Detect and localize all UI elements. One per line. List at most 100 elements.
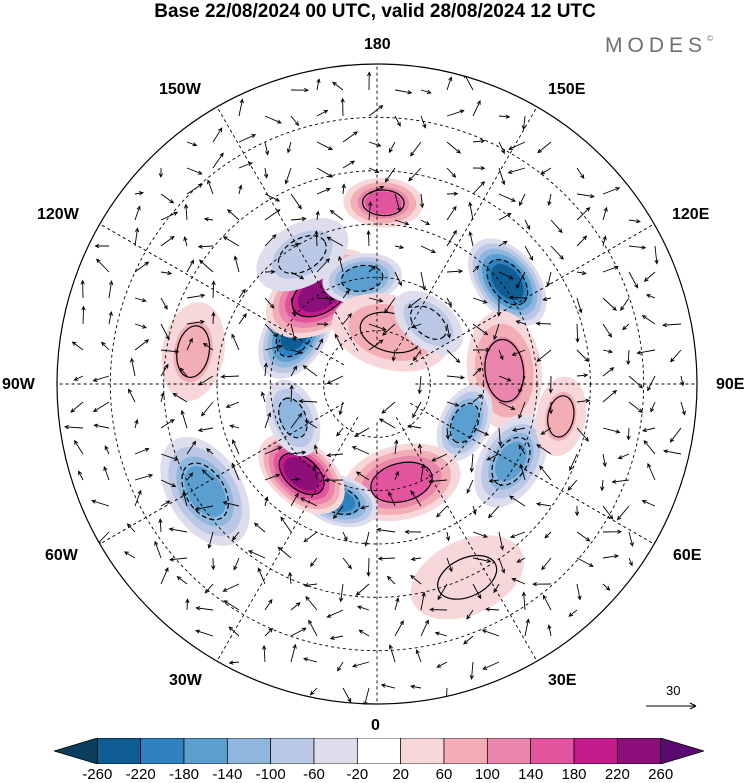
wind-arrow xyxy=(290,323,297,342)
anomaly-center xyxy=(161,302,225,402)
wind-arrow xyxy=(380,683,396,689)
wind-arrow xyxy=(227,209,240,221)
wind-arrow xyxy=(487,505,500,519)
wind-arrow xyxy=(323,478,344,483)
wind-arrow xyxy=(628,531,634,547)
wind-arrow xyxy=(342,289,350,299)
wind-arrow xyxy=(420,115,427,129)
anomaly-center xyxy=(467,238,547,326)
wind-arrow xyxy=(472,138,486,144)
wind-arrow xyxy=(628,557,633,567)
wind-arrow xyxy=(168,527,188,533)
colorbar-swatch xyxy=(660,738,704,764)
colorbar-tick-label: 220 xyxy=(604,766,630,783)
wind-arrow xyxy=(498,212,512,221)
wind-arrow xyxy=(195,629,214,637)
wind-arrow xyxy=(420,591,426,611)
wind-arrow xyxy=(333,505,344,520)
wind-arrow xyxy=(197,427,214,433)
wind-arrow xyxy=(326,236,344,247)
wind-arrow xyxy=(516,271,526,289)
wind-arrow xyxy=(160,391,165,403)
wind-arrow xyxy=(602,297,617,311)
wind-arrow xyxy=(108,280,114,299)
wind-arrow xyxy=(198,375,214,386)
wind-arrow xyxy=(316,322,329,327)
wind-arrow xyxy=(134,418,139,429)
lon-label-60e: 60E xyxy=(673,547,702,564)
wind-arrow xyxy=(542,594,552,611)
wind-arrow xyxy=(446,191,459,196)
wind-arrow xyxy=(123,551,136,559)
wind-arrow xyxy=(446,323,452,339)
wind-arrow xyxy=(384,297,396,314)
wind-arrow xyxy=(472,99,481,117)
anomaly-center xyxy=(436,385,493,461)
wind-arrow xyxy=(498,271,514,280)
wind-arrow xyxy=(368,339,384,351)
wind-arrow xyxy=(404,529,422,535)
wind-arrow xyxy=(669,427,682,443)
wind-arrow xyxy=(290,412,303,429)
wind-arrow xyxy=(472,427,490,436)
lon-label-90w: 90W xyxy=(2,376,35,393)
wind-arrow xyxy=(231,462,240,481)
wind-arrow xyxy=(264,115,282,124)
wind-arrow xyxy=(521,115,527,131)
wind-arrow xyxy=(160,235,175,247)
wind-arrow xyxy=(360,505,370,510)
wind-arrow xyxy=(186,440,197,455)
wind-arrow xyxy=(73,375,84,381)
wind-arrow xyxy=(160,349,180,354)
colorbar-swatch xyxy=(443,738,488,764)
wind-arrow xyxy=(511,427,526,432)
wind-arrow xyxy=(366,557,371,577)
wind-arrow xyxy=(290,602,301,611)
wind-arrow xyxy=(378,418,396,429)
wind-arrow xyxy=(312,464,318,481)
wind-arrow xyxy=(410,490,422,507)
brand-text: MODES xyxy=(605,34,708,57)
anomaly-field xyxy=(160,177,587,620)
lon-label-30e: 30E xyxy=(548,672,577,689)
wind-arrow xyxy=(617,453,630,460)
wind-arrow xyxy=(108,310,113,325)
colorbar-swatch xyxy=(226,738,272,764)
wind-arrow xyxy=(264,141,270,156)
wind-arrow xyxy=(70,401,84,413)
wind-arrow xyxy=(496,297,502,318)
colorbar-tick-label: -220 xyxy=(125,766,156,783)
wind-arrow xyxy=(602,505,614,520)
wind-arrow xyxy=(186,167,203,175)
wind-arrow xyxy=(126,523,136,533)
wind-arrow xyxy=(602,235,607,247)
wind-arrow xyxy=(160,323,170,341)
wind-arrow xyxy=(602,265,619,273)
wind-arrow xyxy=(316,167,334,178)
wind-arrow xyxy=(233,255,240,273)
wind-arrow xyxy=(183,236,188,247)
wind-arrow xyxy=(253,522,266,533)
wind-arrow xyxy=(134,205,141,221)
wind-arrow xyxy=(408,167,422,182)
wind-arrow xyxy=(498,427,503,447)
wind-arrow xyxy=(576,583,582,601)
wind-arrow xyxy=(544,531,552,539)
wind-arrow xyxy=(308,619,318,637)
wind-arrow xyxy=(160,363,169,377)
wind-arrow xyxy=(231,531,240,541)
wind-arrow xyxy=(71,341,84,351)
colorbar-tick-label: 260 xyxy=(648,766,674,783)
wind-arrow xyxy=(316,78,321,91)
wind-arrow xyxy=(366,230,371,247)
wind-arrow xyxy=(280,516,292,533)
wind-arrow xyxy=(472,166,486,171)
wind-arrow xyxy=(498,240,508,247)
wind-arrow xyxy=(540,427,552,435)
wind-arrow xyxy=(205,448,214,455)
wind-arrow xyxy=(228,626,240,637)
meridian-line xyxy=(410,402,655,545)
wind-arrow xyxy=(446,375,465,380)
wind-arrow xyxy=(576,557,594,567)
wind-arrow xyxy=(212,152,224,169)
